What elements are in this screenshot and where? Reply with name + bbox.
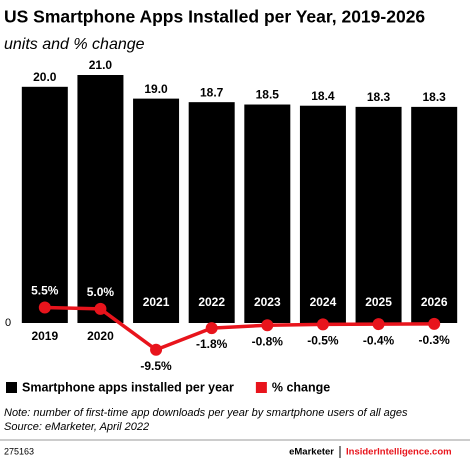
line-value-label: -0.4% xyxy=(363,333,395,347)
bar xyxy=(355,106,402,323)
bar-value-label: 18.4 xyxy=(311,89,335,103)
footer-brand: eMarketer xyxy=(289,447,334,458)
line-value-label: -0.8% xyxy=(252,334,284,348)
line-marker xyxy=(150,343,163,356)
bar-value-label: 18.3 xyxy=(367,90,391,104)
footer-id: 275163 xyxy=(4,446,34,456)
line-value-label: 5.5% xyxy=(31,284,59,298)
bar xyxy=(411,106,458,323)
bar-value-label: 20.0 xyxy=(33,70,57,84)
line-value-label: -9.5% xyxy=(140,359,172,373)
x-tick-label: 2025 xyxy=(365,295,392,309)
legend-label: Smartphone apps installed per year xyxy=(22,380,234,394)
x-tick-label: 2026 xyxy=(421,295,448,309)
legend-label: % change xyxy=(272,380,330,394)
line-marker xyxy=(38,301,51,314)
chart-subtitle: units and % change xyxy=(4,36,145,53)
line xyxy=(44,305,435,352)
line-value-label: -1.8% xyxy=(196,337,228,351)
legend-swatch xyxy=(255,382,267,393)
bar xyxy=(77,75,124,323)
line-marker xyxy=(94,302,107,315)
x-tick-label: 2024 xyxy=(310,295,337,309)
line-marker xyxy=(205,322,218,335)
x-tick-label: 2023 xyxy=(254,295,281,309)
line-marker xyxy=(428,317,441,330)
x-tick-label: 2022 xyxy=(198,295,225,309)
chart-title: US Smartphone Apps Installed per Year, 2… xyxy=(4,7,425,27)
bar-value-label: 18.3 xyxy=(423,90,447,104)
bar xyxy=(299,105,346,323)
bar-value-label: 19.0 xyxy=(144,82,168,96)
bar-value-label: 18.7 xyxy=(200,85,224,99)
line-value-label: -0.5% xyxy=(307,334,339,348)
bar xyxy=(21,86,68,323)
bar xyxy=(133,98,180,323)
legend-swatch xyxy=(6,382,17,393)
line-marker xyxy=(372,318,385,331)
bar xyxy=(188,102,235,324)
note: Note: number of first-time app downloads… xyxy=(4,407,408,419)
bar-value-label: 21.0 xyxy=(89,58,113,72)
source: Source: eMarketer, April 2022 xyxy=(4,421,149,433)
line-marker xyxy=(316,318,329,331)
line-marker xyxy=(261,319,274,332)
bar xyxy=(244,104,291,324)
footer-site: InsiderIntelligence.com xyxy=(346,447,452,458)
bar-value-label: 18.5 xyxy=(256,88,280,102)
x-tick-label: 2020 xyxy=(87,329,114,343)
line-value-label: 5.0% xyxy=(87,285,115,299)
y-tick-label: 0 xyxy=(5,317,11,329)
x-tick-label: 2019 xyxy=(31,329,58,343)
line-value-label: -0.3% xyxy=(419,333,451,347)
x-tick-label: 2021 xyxy=(143,295,170,309)
